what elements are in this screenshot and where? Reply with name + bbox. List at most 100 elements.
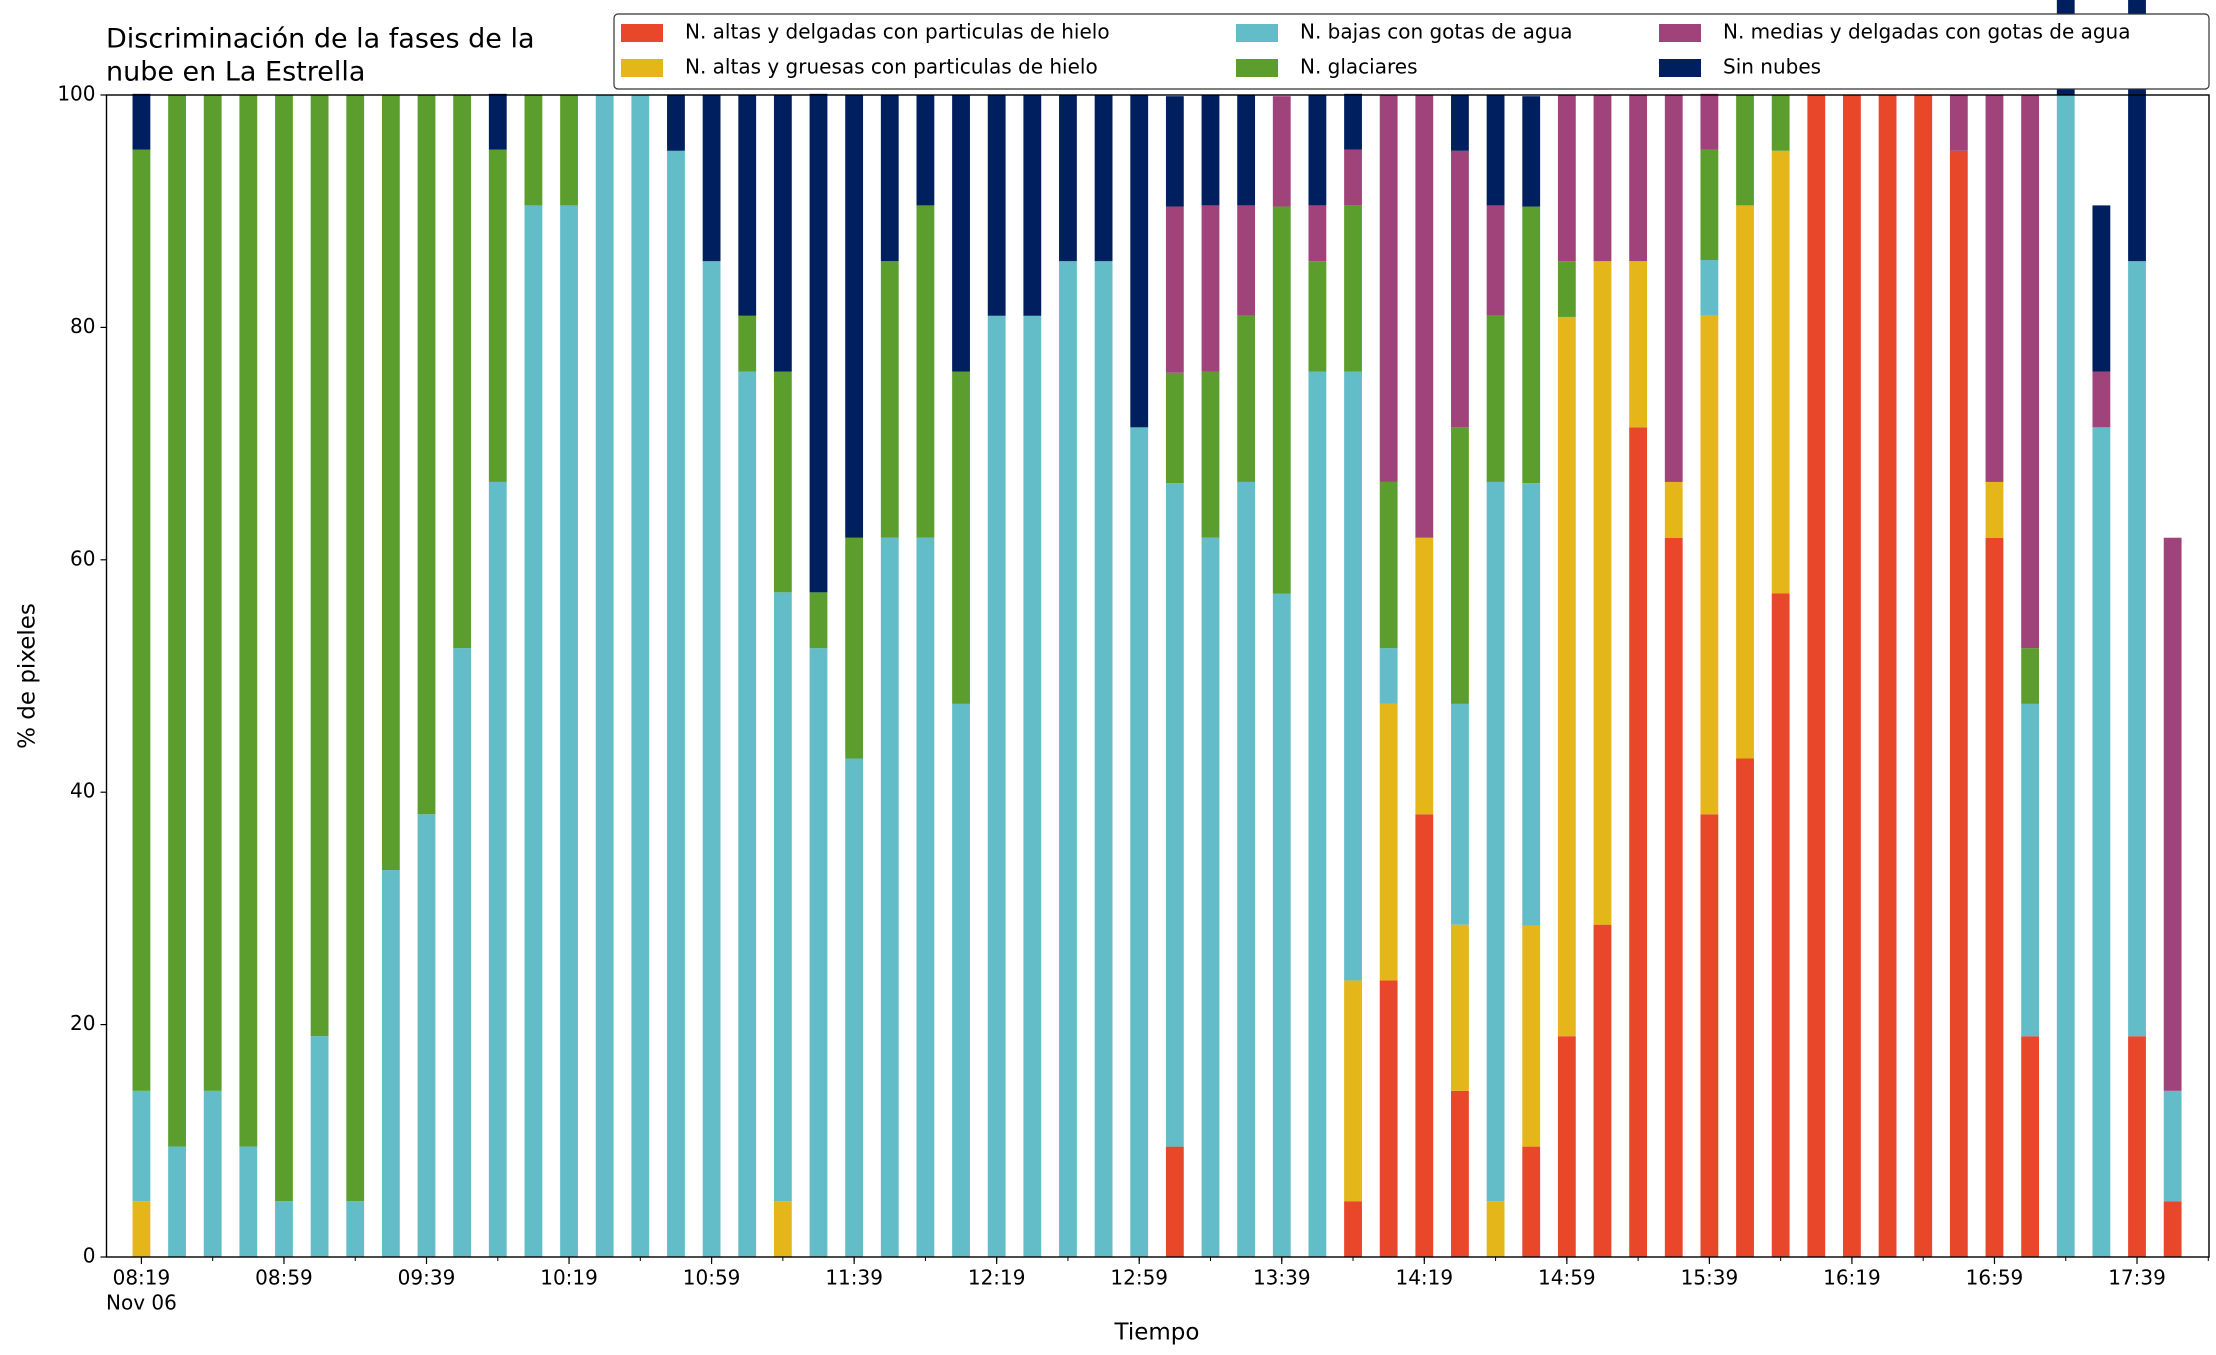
bar-segment <box>916 95 935 206</box>
bar-segment <box>1700 315 1719 815</box>
bar-segment <box>346 1201 365 1257</box>
bar-segment <box>1272 96 1291 207</box>
bar-segment <box>1486 1201 1505 1257</box>
bar-segment <box>1593 95 1612 262</box>
bar-segment <box>1308 95 1327 206</box>
bar-segment <box>2021 1036 2040 1257</box>
bar-segment <box>1486 95 1505 206</box>
x-tick-label: 16:19 <box>1823 1266 1881 1290</box>
legend-label: N. altas y delgadas con particulas de hi… <box>685 20 1110 44</box>
bar-segment <box>1272 206 1291 594</box>
bar-segment <box>1664 95 1683 482</box>
bar-segment <box>453 95 472 649</box>
bar-segment <box>1486 205 1505 316</box>
bar-segment <box>1023 95 1042 316</box>
bar-segment <box>2021 648 2040 704</box>
bar-segment <box>168 95 186 1147</box>
bar-segment <box>2128 261 2146 1037</box>
bar-segment <box>1451 427 1469 704</box>
chart-title: nube en La Estrella <box>106 57 365 88</box>
bar-segment <box>1522 1146 1541 1257</box>
bar-segment <box>346 95 365 1202</box>
bar-segment <box>738 95 757 316</box>
bar-segment <box>2021 95 2040 649</box>
x-tick-label: 09:39 <box>398 1266 456 1290</box>
bar-segment <box>1451 924 1469 1091</box>
bar-segment <box>1985 481 2004 538</box>
x-tick-label: 10:59 <box>683 1266 741 1290</box>
bar-segment <box>1165 483 1184 1147</box>
bar-segment <box>1165 372 1184 484</box>
bar-segment <box>132 149 151 1091</box>
bar-segment <box>203 1090 222 1257</box>
bar-segment <box>1664 537 1683 1257</box>
bar-segment <box>667 95 685 151</box>
x-tick-label: 17:39 <box>2108 1266 2166 1290</box>
bar-segment <box>168 1146 186 1257</box>
bar-segment <box>1736 205 1754 759</box>
bar-segment <box>1629 261 1648 428</box>
bar-segment <box>488 93 507 150</box>
plot-frame <box>105 94 2210 1258</box>
bar-segment <box>1807 95 1826 1257</box>
legend-swatch <box>1236 59 1278 77</box>
bar-segment <box>880 95 899 262</box>
bar-segment <box>1059 261 1077 1257</box>
x-tick-label: 14:59 <box>1538 1266 1596 1290</box>
bar-segment <box>310 1036 329 1257</box>
legend-box <box>613 13 2210 90</box>
bar-segment <box>1201 205 1220 372</box>
bar-segment <box>773 592 792 1202</box>
x-tick-label: 10:19 <box>540 1266 598 1290</box>
bar-segment <box>773 1201 792 1257</box>
bar-segment <box>524 205 543 1257</box>
bar-segment <box>845 95 864 538</box>
bar-segment <box>987 95 1006 316</box>
x-tick-label: 15:39 <box>1681 1266 1739 1290</box>
bar-segment <box>1593 261 1612 925</box>
legend-swatch <box>1659 59 1701 77</box>
bar-segment <box>310 95 329 1037</box>
bar-segment <box>1736 758 1754 1257</box>
bar-segment <box>738 371 757 1257</box>
bar-segment <box>1237 481 1256 1257</box>
bar-segment <box>1522 206 1541 484</box>
bar-segment <box>560 95 578 206</box>
bar-segment <box>2163 1201 2182 1257</box>
bar-segment <box>1344 371 1362 981</box>
bar-segment <box>1771 150 1790 594</box>
bar-segment <box>1914 95 1933 1257</box>
x-tick-label: 12:59 <box>1110 1266 1168 1290</box>
bar-segment <box>488 481 507 1257</box>
bar-segment <box>809 592 828 649</box>
bar-segment <box>1237 315 1256 482</box>
bar-segment <box>239 1146 258 1257</box>
bar-segment <box>1344 1201 1362 1257</box>
bar-segment <box>1522 483 1541 926</box>
y-tick-label: 80 <box>70 314 95 338</box>
bar-segment <box>524 95 543 206</box>
bar-segment <box>1593 924 1612 1257</box>
bar-segment <box>1415 95 1434 538</box>
legend-label: N. altas y gruesas con particulas de hie… <box>685 55 1098 79</box>
bar-segment <box>1165 96 1184 207</box>
bar-segment <box>1415 814 1434 1257</box>
bar-segment <box>1522 925 1541 1147</box>
bar-segment <box>1130 427 1149 1257</box>
bar-segment <box>916 205 935 538</box>
bar-segment <box>1736 95 1754 206</box>
bar-segment <box>1023 315 1042 1257</box>
bar-segment <box>1308 261 1327 372</box>
bar-segment <box>1771 95 1790 151</box>
bar-segment <box>1201 371 1220 538</box>
legend-label: N. bajas con gotas de agua <box>1300 20 1573 44</box>
bar-segment <box>1059 95 1077 262</box>
bar-segment <box>1379 95 1398 482</box>
bar-segment <box>1451 703 1469 925</box>
bar-segment <box>952 371 970 704</box>
bar-segment <box>880 537 899 1257</box>
bar-segment <box>453 648 472 1257</box>
bar-segment <box>880 261 899 538</box>
bar-segment <box>1629 427 1648 1257</box>
